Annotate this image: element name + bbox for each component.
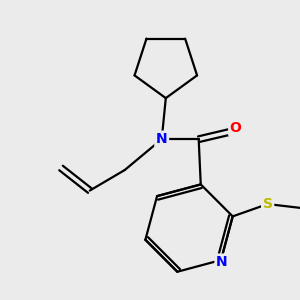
Text: O: O bbox=[230, 121, 242, 135]
Text: S: S bbox=[262, 197, 273, 211]
Text: N: N bbox=[156, 132, 167, 146]
Text: N: N bbox=[216, 255, 228, 269]
